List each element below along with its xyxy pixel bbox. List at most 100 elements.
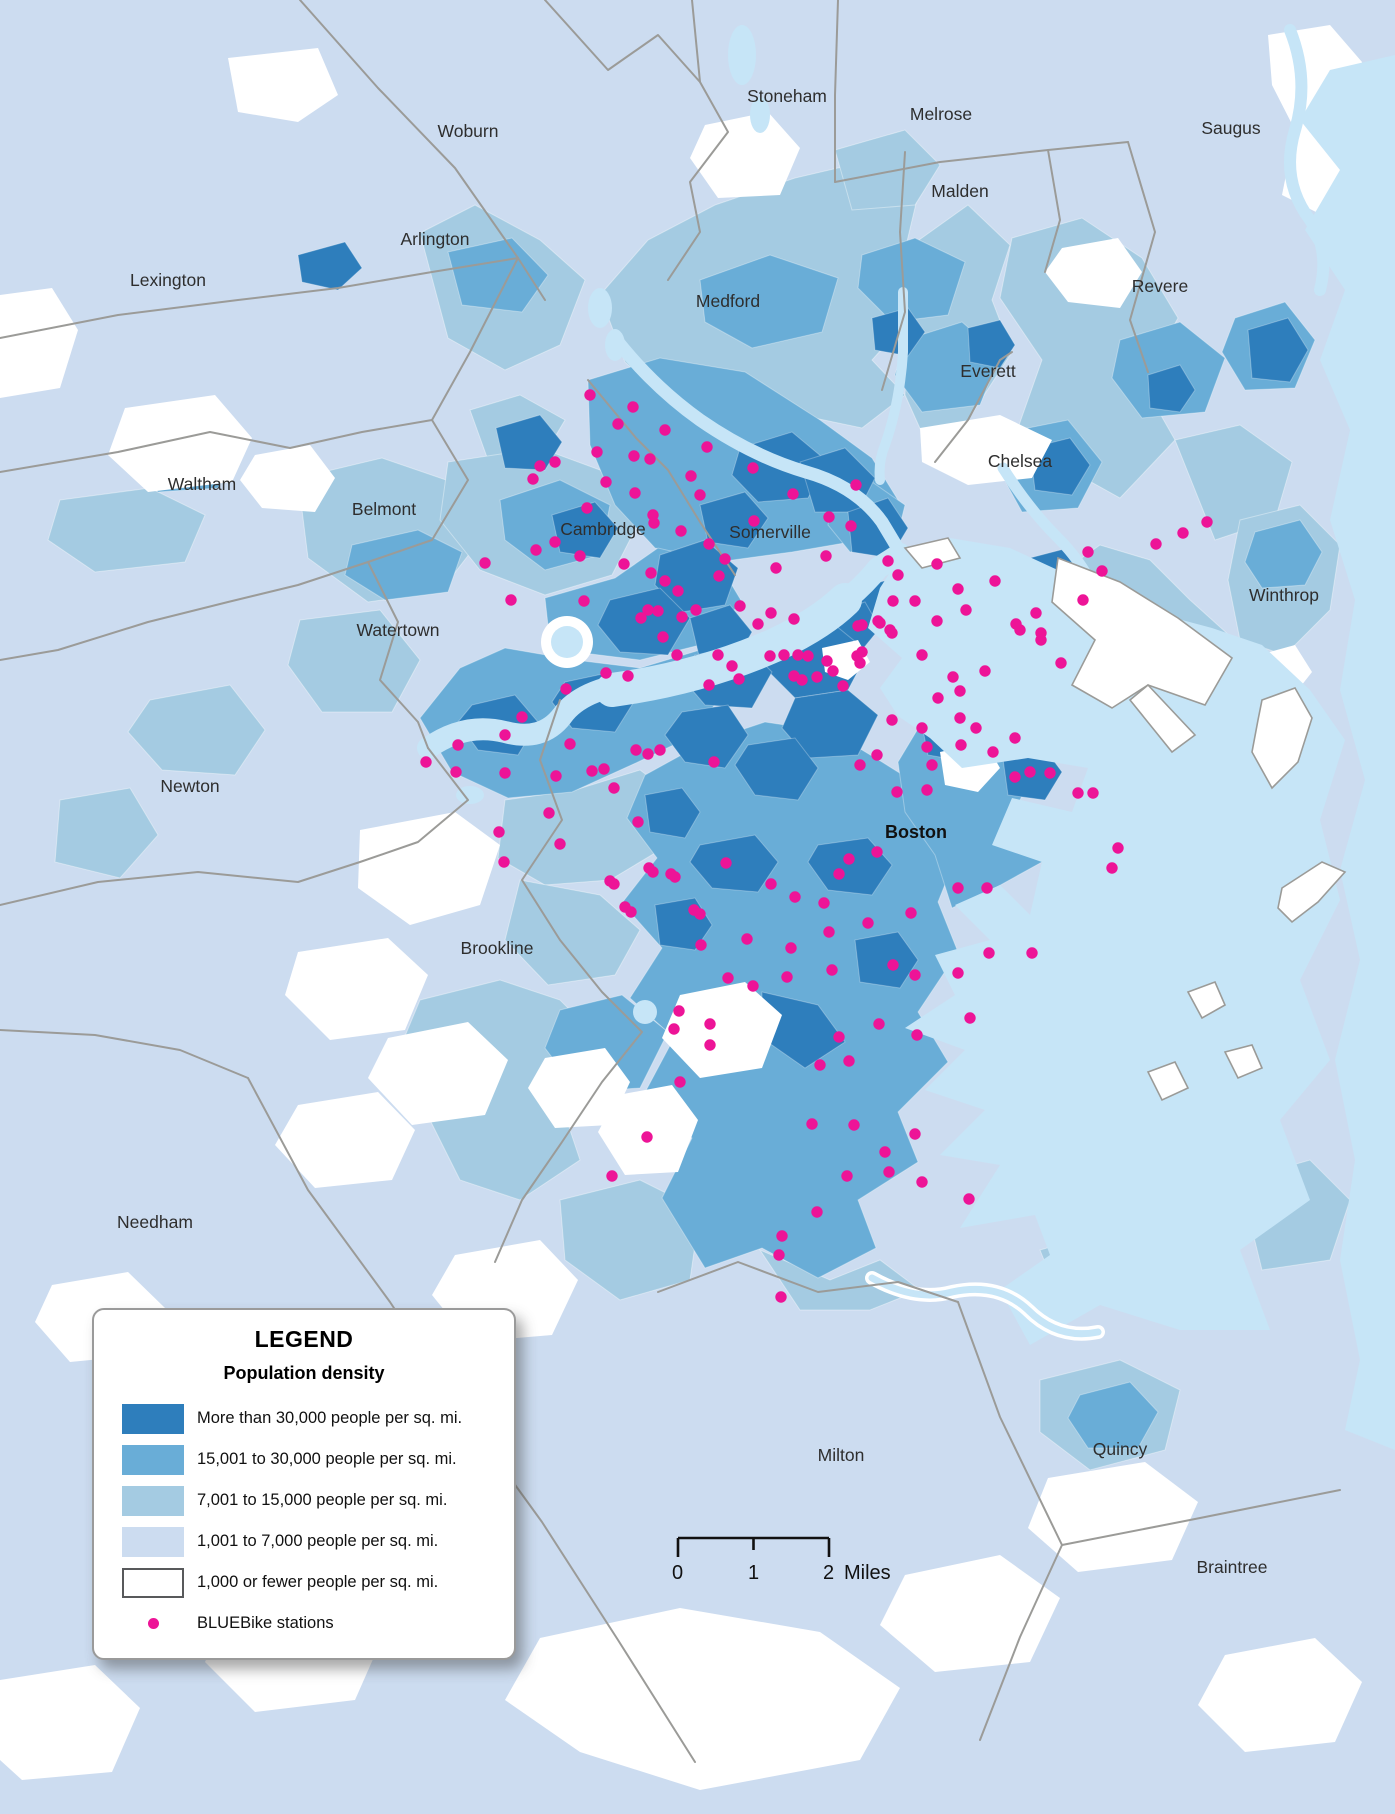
bluebike-station-dot [1106,862,1118,874]
bluebike-station-dot [733,673,745,685]
legend-item-label: 1,001 to 7,000 people per sq. mi. [197,1532,439,1550]
bluebike-station-dot [787,488,799,500]
bluebike-station-dot [748,515,760,527]
bluebike-station-dot [657,631,669,643]
bluebike-station-dot [833,868,845,880]
bluebike-station-dot [854,657,866,669]
bluebike-station-dot [543,807,555,819]
legend-title: LEGEND [254,1326,354,1352]
bluebike-station-dot [659,575,671,587]
bluebike-station-dot [720,857,732,869]
bluebike-station-dot [883,1166,895,1178]
legend-item: 1,001 to 7,000 people per sq. mi. [94,1521,514,1562]
bluebike-station-dot [752,618,764,630]
town-label-revere: Revere [1132,276,1188,296]
bluebike-station-dot [1044,767,1056,779]
bluebike-station-dot [642,604,654,616]
bluebike-station-dot [712,649,724,661]
bluebike-station-dot [909,969,921,981]
bluebike-station-dot [645,567,657,579]
bluebike-station-dot [672,585,684,597]
legend-item: BLUEBike stations [94,1603,514,1644]
bluebike-station-dot [741,933,753,945]
bluebike-station-dot [792,649,804,661]
bluebike-station-dot [926,759,938,771]
bluebike-station-dot [493,826,505,838]
bluebike-station-dot [964,1012,976,1024]
bluebike-station-dot [1024,766,1036,778]
bluebike-station-dot [954,712,966,724]
bluebike-station-dot [886,714,898,726]
legend-swatch [122,1444,184,1475]
bluebike-station-dot [891,786,903,798]
bluebike-station-dot [764,650,776,662]
bluebike-station-dot [608,782,620,794]
town-label-malden: Malden [931,181,988,201]
bluebike-station-dot [622,670,634,682]
town-label-medford: Medford [696,291,760,311]
bluebike-station-dot [498,856,510,868]
bluebike-station-dot [850,479,862,491]
bluebike-station-dot [909,595,921,607]
town-label-belmont: Belmont [352,499,416,519]
bluebike-station-dot [654,744,666,756]
town-labels-layer: Stoneham Melrose Saugus Woburn Malden Arlingt… [117,86,1319,1577]
bluebike-station-dot [574,550,586,562]
bluebike-station-dot [1009,771,1021,783]
bluebike-station-dot [635,612,647,624]
bluebike-station-dot [600,667,612,679]
bluebike-station-dot [932,692,944,704]
bluebike-station-dot [1087,787,1099,799]
bluebike-station-dot [820,550,832,562]
bluebike-station-dot [703,538,715,550]
bluebike-station-dot [499,767,511,779]
bluebike-station-dot [952,882,964,894]
legend-item: 1,000 or fewer people per sq. mi. [94,1562,514,1603]
bluebike-station-dot [833,1031,845,1043]
bluebike-station-dot [673,1005,685,1017]
bluebike-station-dot [811,1206,823,1218]
legend-item: More than 30,000 people per sq. mi. [94,1398,514,1439]
bluebike-station-dot [1201,516,1213,528]
town-label-lexington: Lexington [130,270,206,290]
town-label-everett: Everett [960,361,1016,381]
bluebike-station-dot [606,1170,618,1182]
bluebike-station-dot [821,655,833,667]
bluebike-station-dot [578,595,590,607]
bluebike-station-dot [1177,527,1189,539]
bluebike-station-dot [629,487,641,499]
bluebike-station-dot [845,520,857,532]
bluebike-station-dot [775,1291,787,1303]
islands-layer [903,537,1347,1102]
town-label-melrose: Melrose [910,104,972,124]
bluebike-station-dot [887,595,899,607]
station-dot-icon [147,1618,159,1629]
legend-item: 15,001 to 30,000 people per sq. mi. [94,1439,514,1480]
legend-swatch [122,1403,184,1434]
bluebike-station-dot [892,569,904,581]
bluebike-station-dot [947,671,959,683]
bluebike-station-dot [612,418,624,430]
town-label-boston: Boston [885,822,947,842]
bluebike-station-dot [1026,947,1038,959]
bluebike-station-dot [632,816,644,828]
bluebike-station-dot [921,741,933,753]
bluebike-stations-layer [420,389,1213,1303]
bluebike-station-dot [690,604,702,616]
bluebike-station-dot [747,980,759,992]
bluebike-station-dot [688,904,700,916]
bluebike-station-dot [773,1249,785,1261]
bluebike-station-dot [516,711,528,723]
bluebike-station-dot [1072,787,1084,799]
town-label-saugus: Saugus [1201,118,1261,138]
bluebike-station-dot [619,901,631,913]
town-label-quincy: Quincy [1093,1439,1148,1459]
bluebike-station-dot [963,1193,975,1205]
bluebike-station-dot [979,665,991,677]
bluebike-station-dot [674,1076,686,1088]
bluebike-station-dot [818,897,830,909]
bluebike-station-dot [871,749,883,761]
bluebike-station-dot [671,649,683,661]
bluebike-station-dot [887,959,899,971]
